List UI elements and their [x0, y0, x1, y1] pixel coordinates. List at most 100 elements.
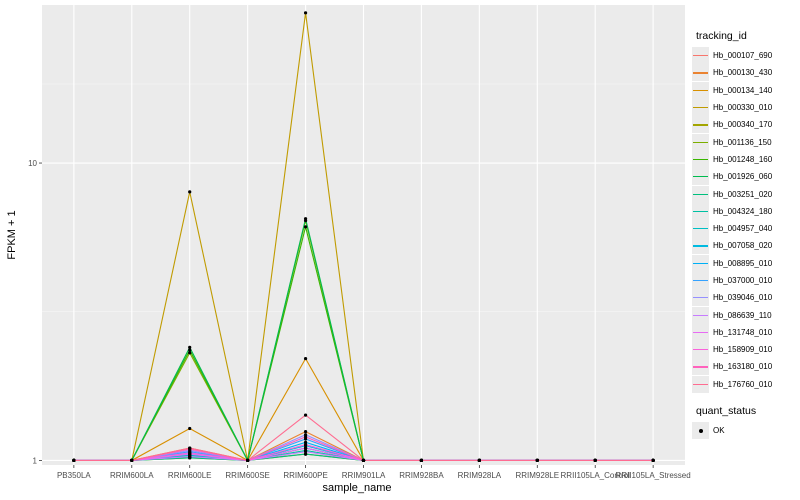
data-point [188, 426, 192, 431]
data-point [651, 458, 655, 462]
data-point [130, 458, 134, 462]
legend-label: Hb_008895_010 [713, 258, 773, 268]
data-point [303, 443, 308, 447]
y-axis: 1 10 [28, 159, 42, 465]
data-point [188, 345, 192, 349]
data-point [303, 413, 308, 417]
legend-key-icon [692, 237, 709, 255]
legend-item: Hb_037000_010 [692, 272, 798, 289]
legend-key-icon [692, 133, 709, 151]
legend-item: Hb_004957_040 [692, 220, 798, 238]
points [72, 11, 655, 462]
x-tick-label: RRIM600LE [168, 471, 212, 480]
x-tick-label: RRIM600PE [283, 471, 327, 480]
legend-item: Hb_158909_010 [692, 341, 798, 359]
data-point [188, 446, 192, 450]
legend-item: Hb_000130_430 [692, 64, 798, 82]
legend-label: Hb_000330_010 [713, 103, 773, 113]
legend-label: Hb_004957_040 [713, 224, 773, 234]
legend-item: Hb_000340_170 [692, 116, 798, 134]
legend-item: Hb_007058_020 [692, 237, 798, 255]
legend-item: Hb_131748_010 [692, 323, 798, 341]
legend-title: tracking_id [696, 30, 747, 42]
legend-key-icon [692, 323, 709, 341]
data-point [246, 458, 250, 462]
data-point [303, 450, 308, 454]
legend-key-icon [692, 168, 709, 186]
legend-label: Hb_000107_690 [713, 51, 773, 61]
data-point [303, 435, 308, 439]
data-point [419, 458, 424, 462]
legend-label: Hb_000134_140 [713, 85, 773, 95]
data-point [477, 458, 481, 462]
legend-key-icon [692, 254, 709, 272]
data-point [188, 190, 192, 194]
data-point [303, 452, 308, 456]
legend-tracking-id: tracking_id Hb_000107_690 Hb_000130_430 Hb… [692, 30, 798, 393]
data-point [188, 451, 192, 455]
data-point [303, 429, 308, 434]
x-tick-label: RRIM901LA [342, 471, 386, 480]
data-point [535, 458, 539, 462]
data-point [188, 454, 192, 459]
legend-key-icon [692, 185, 709, 203]
data-point [361, 458, 366, 462]
legend-key-icon [692, 99, 709, 117]
legend-item: Hb_163180_010 [692, 358, 798, 376]
x-axis: PB350LA RRIM600LA RRIM600LE RRIM600SE RRIM60… [57, 465, 691, 480]
legend-label: Hb_176760_010 [713, 379, 773, 389]
data-point [188, 348, 192, 352]
x-tick-label: RRIM928BA [399, 471, 444, 480]
point-key-icon [692, 422, 709, 440]
data-point [303, 446, 308, 450]
legend-items: Hb_000107_690 Hb_000130_430 Hb_000134_140 H… [692, 47, 798, 393]
data-point [188, 351, 192, 355]
y-tick-label: 1 [33, 456, 38, 465]
legend-key-icon [692, 272, 709, 289]
legend-item: Hb_000330_010 [692, 99, 798, 117]
y-axis-label: FPKM + 1 [6, 210, 18, 259]
x-tick-label: RRIM600SE [225, 471, 269, 480]
legend-item: Hb_039046_010 [692, 289, 798, 307]
x-axis-label: sample_name [322, 482, 391, 494]
legend-key-icon [692, 64, 709, 82]
legend-item: Hb_004324_180 [692, 202, 798, 220]
legend-label: Hb_000340_170 [713, 120, 773, 130]
legend-label: Hb_131748_010 [713, 327, 773, 337]
data-point [593, 458, 597, 462]
legend-key-icon [692, 375, 709, 393]
data-point [303, 225, 308, 229]
legend-label: OK [713, 426, 725, 436]
legend-label: Hb_007058_020 [713, 241, 773, 251]
legend-label: Hb_158909_010 [713, 345, 773, 355]
legend-key-icon [692, 341, 709, 359]
legend-item: Hb_086639_110 [692, 306, 798, 324]
legend-quant-status: quant_status OK [692, 405, 798, 440]
x-tick-label: RRII105LA_Stressed [616, 471, 691, 480]
legend-label: Hb_004324_180 [713, 206, 773, 216]
data-point [303, 440, 308, 444]
legend-key-icon [692, 220, 709, 238]
legend-label: Hb_003251_020 [713, 189, 773, 199]
legend-title-quant-status: quant_status [696, 405, 757, 417]
legend-key-icon [692, 47, 709, 65]
legend-key-icon [692, 116, 709, 134]
x-tick-label: RRIM928LA [458, 471, 502, 480]
legend-label: Hb_039046_010 [713, 293, 773, 303]
legend-label: Hb_001926_060 [713, 172, 773, 182]
data-point [72, 458, 76, 462]
legend-key-icon [692, 202, 709, 220]
legend-item-ok: OK [692, 422, 798, 440]
legend-key-icon [692, 81, 709, 99]
legend-key-icon [692, 150, 709, 168]
legend-label: Hb_001248_160 [713, 154, 773, 164]
legend-item: Hb_008895_010 [692, 254, 798, 272]
legend-key-icon [692, 358, 709, 376]
legend-item: Hb_000107_690 [692, 47, 798, 65]
data-point [303, 217, 308, 221]
data-point [303, 11, 308, 15]
legend-label: Hb_001136_150 [713, 137, 772, 147]
x-tick-label: RRII105LA_Control [561, 471, 631, 480]
data-point [303, 356, 308, 361]
